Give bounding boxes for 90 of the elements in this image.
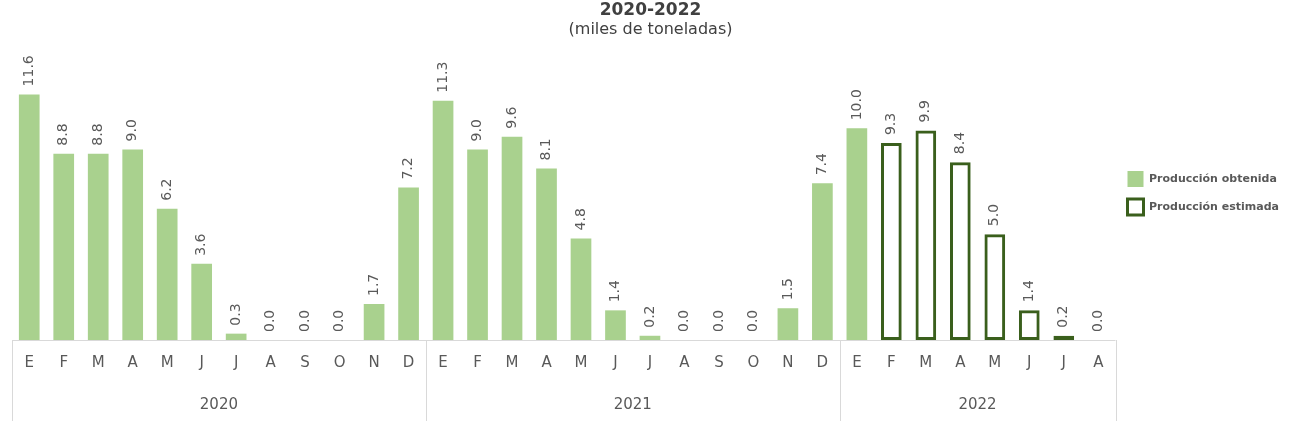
data-label: 11.6 [19, 55, 36, 87]
x-tick-label: J [198, 352, 204, 371]
legend-label: Producción estimada [1149, 199, 1279, 213]
x-tick-label: M [91, 352, 105, 371]
data-label: 7.2 [399, 157, 416, 180]
bar [501, 136, 523, 340]
x-tick-label: A [127, 352, 139, 371]
x-tick-label: D [402, 352, 415, 371]
data-label: 8.4 [950, 131, 967, 155]
bar [18, 94, 40, 340]
x-tick-label: J [1026, 352, 1032, 371]
bar [536, 168, 557, 340]
x-tick-label: M [160, 352, 174, 371]
data-label: 1.4 [1019, 280, 1036, 303]
chart-subtitle: (miles de toneladas) [568, 19, 733, 39]
text: 2022 [958, 394, 997, 413]
x-tick-label: J [232, 352, 239, 371]
bar [122, 149, 144, 340]
bar [812, 183, 833, 340]
bar [777, 308, 799, 340]
data-label: 3.6 [192, 233, 209, 256]
x-tick-label: A [541, 352, 553, 371]
x-tick-label: A [1093, 352, 1105, 371]
x-tick-label: F [473, 352, 482, 371]
data-label: 9.3 [881, 112, 898, 136]
bar [53, 153, 75, 340]
data-label: 10.0 [847, 89, 864, 121]
bar [225, 333, 247, 340]
x-tick-label: M [505, 352, 519, 371]
bar [846, 128, 868, 340]
x-tick-label: N [368, 352, 380, 371]
x-tick-label: A [265, 352, 277, 371]
x-tick-label: E [24, 352, 34, 371]
bar [570, 238, 592, 340]
text: 2020 [199, 394, 238, 413]
data-label: 0.0 [709, 309, 726, 332]
x-tick-label: S [714, 352, 724, 371]
data-label: 9.0 [468, 119, 485, 142]
data-label: 0.0 [744, 309, 761, 332]
bar [639, 335, 661, 340]
bar [398, 187, 419, 340]
x-tick-label: O [747, 352, 760, 371]
x-tick-label: E [852, 352, 862, 371]
data-label: 1.5 [778, 277, 795, 301]
data-label: 0.0 [330, 309, 347, 332]
data-label: 6.2 [157, 178, 174, 201]
data-label: 0.2 [640, 305, 657, 328]
data-label: 9.0 [123, 119, 140, 142]
chart-title: 2020-2022 [599, 0, 702, 19]
data-label: 11.3 [433, 61, 450, 93]
x-tick-label: M [919, 352, 933, 371]
data-label: 9.9 [916, 100, 933, 123]
x-tick-label: D [816, 352, 829, 371]
x-tick-label: F [887, 352, 896, 371]
data-label: 0.3 [226, 303, 243, 326]
x-tick-label: N [782, 352, 794, 371]
x-tick-label: J [1060, 352, 1066, 371]
legend-label: Producción obtenida [1149, 171, 1277, 185]
x-tick-label: A [955, 352, 967, 371]
data-label: 4.8 [571, 208, 588, 231]
bar [87, 153, 109, 340]
x-tick-label: O [333, 352, 346, 371]
data-label: 0.0 [295, 309, 312, 332]
x-tick-label: J [646, 352, 653, 371]
data-label: 8.8 [54, 123, 71, 146]
data-label: 0.0 [1088, 309, 1105, 332]
bar [432, 100, 454, 340]
data-label: 7.4 [813, 152, 830, 176]
bar [363, 304, 385, 340]
x-tick-label: J [612, 352, 618, 371]
x-tick-label: A [679, 352, 691, 371]
bar [467, 149, 488, 340]
bar [191, 263, 213, 340]
data-label: 1.4 [606, 280, 623, 303]
data-label: 5.0 [985, 203, 1002, 227]
x-tick-label: E [438, 352, 448, 371]
x-tick-label: F [59, 352, 69, 371]
x-tick-label: M [988, 352, 1002, 371]
data-label: 9.6 [502, 106, 519, 129]
bar [605, 310, 626, 340]
data-label: 8.8 [88, 123, 105, 146]
data-label: 0.0 [261, 309, 278, 332]
x-tick-label: M [574, 352, 588, 371]
text: 2021 [613, 394, 652, 413]
data-label: 1.7 [364, 273, 381, 297]
data-label: 8.1 [537, 138, 554, 161]
x-tick-label: S [300, 352, 310, 371]
bar [156, 208, 178, 340]
data-label: 0.2 [1054, 305, 1071, 328]
data-label: 0.0 [675, 309, 692, 332]
